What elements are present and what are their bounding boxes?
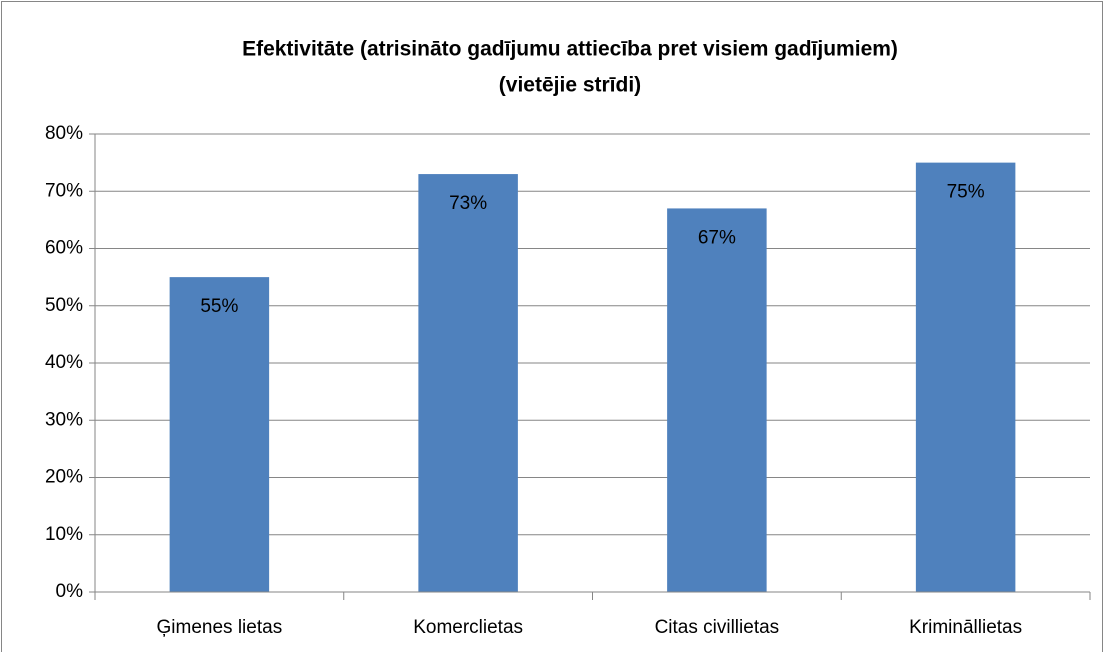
y-tick-label: 60% [45, 238, 83, 259]
y-tick-label: 10% [45, 524, 83, 545]
x-tick-label: Ģimenes lietas [157, 617, 283, 638]
chart-title: (vietējie strīdi) [499, 74, 641, 97]
bar [667, 208, 767, 593]
y-tick-label: 50% [45, 295, 83, 316]
bar [915, 162, 1016, 592]
y-tick-label: 20% [45, 467, 83, 488]
y-tick-label: 70% [45, 180, 83, 201]
y-tick-label: 30% [45, 409, 83, 430]
y-tick-label: 80% [45, 123, 83, 144]
data-label: 73% [449, 193, 487, 214]
x-tick-label: Citas civillietas [655, 617, 780, 638]
data-label: 75% [947, 182, 985, 203]
bar [169, 277, 270, 592]
y-tick-label: 40% [45, 352, 83, 373]
bar [418, 174, 518, 592]
data-label: 67% [698, 227, 736, 248]
x-tick-label: Krimināllietas [909, 617, 1022, 638]
y-tick-label: 0% [56, 581, 84, 602]
x-tick-label: Komerclietas [413, 617, 523, 638]
chart-title: Efektivitāte (atrisināto gadījumu attiec… [242, 38, 898, 61]
data-label: 55% [200, 296, 238, 317]
